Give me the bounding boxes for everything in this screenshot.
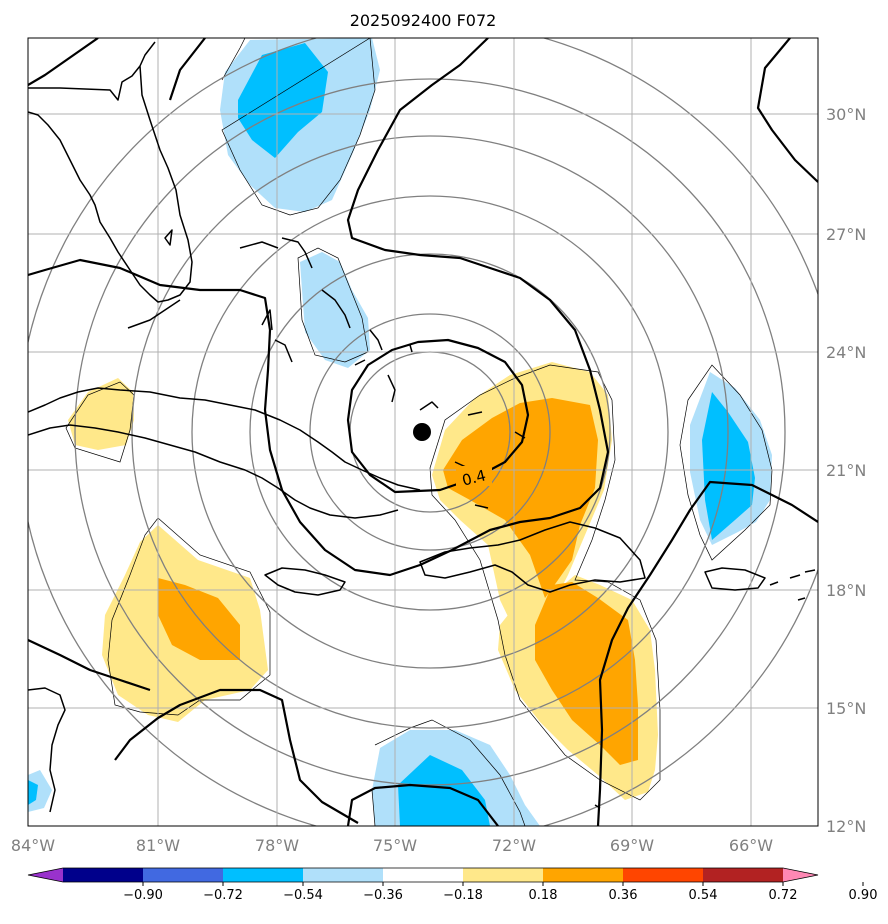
lon-label: 66°W: [729, 836, 773, 855]
colorbar-tick-label: −0.90: [123, 888, 163, 903]
colorbar-tick-label: −0.36: [363, 888, 403, 903]
coastlines: [28, 41, 816, 813]
bahamas-islands: [239, 237, 526, 509]
colorbar-segment: [303, 868, 384, 882]
outer-closed-contour: [28, 38, 610, 577]
lon-label: 69°W: [610, 836, 654, 855]
lat-label: 15°N: [826, 699, 866, 718]
lat-label: 12°N: [826, 817, 866, 836]
colorbar-tick-label: 0.90: [849, 888, 878, 903]
latitude-labels: 30°N 27°N 24°N 21°N 18°N 15°N 12°N: [826, 105, 866, 836]
colorbar-tick-label: −0.54: [283, 888, 323, 903]
lat-label: 27°N: [826, 225, 866, 244]
colorbar-segment: [623, 868, 704, 882]
lon-label: 84°W: [11, 836, 55, 855]
colorbar-segment: [223, 868, 304, 882]
bold-contours: [28, 38, 818, 826]
puerto-rico-coastline: [704, 567, 766, 591]
eastern-trough-contour: [596, 480, 818, 826]
map-title: 2025092400 F072: [350, 11, 497, 30]
colorbar-tick-label: 0.72: [769, 888, 798, 903]
colorbar-tick-label: 0.18: [529, 888, 558, 903]
colorbar-segment: [383, 868, 464, 882]
positive-anomaly-core: [535, 582, 638, 765]
inner-closed-contour: [346, 338, 530, 494]
gridlines: [28, 38, 818, 826]
jamaica-coastline: [264, 567, 346, 596]
lon-label: 78°W: [255, 836, 299, 855]
map-area: 0.4: [28, 38, 818, 826]
shading-layer: [28, 38, 772, 826]
florida-coastline: [28, 41, 193, 303]
negative-anomaly-core: [398, 755, 490, 826]
lon-label: 81°W: [136, 836, 180, 855]
colorbar-segment: [463, 868, 544, 882]
negative-anomaly-core: [238, 43, 328, 158]
colorbar-tick-label: 0.36: [609, 888, 638, 903]
colorbar-tick-label: −0.72: [203, 888, 243, 903]
lat-label: 21°N: [826, 461, 866, 480]
lon-label: 72°W: [492, 836, 536, 855]
negative-anomaly-core: [702, 392, 755, 540]
colorbar-segment: [63, 868, 144, 882]
colorbar-tick-label: −0.18: [443, 888, 483, 903]
colorbar-segment: [703, 868, 784, 882]
lat-label: 24°N: [826, 343, 866, 362]
colorbar-extend-low: [28, 868, 63, 882]
colorbar: −0.90 −0.72 −0.54 −0.36 −0.18 0.18 0.36 0.54 0.7…: [27, 867, 878, 903]
range-rings: [28, 38, 818, 826]
positive-anomaly-core: [443, 398, 598, 598]
contour-label: 0.4: [460, 466, 488, 489]
lat-label: 18°N: [826, 581, 866, 600]
colorbar-tick-label: 0.54: [689, 888, 718, 903]
negative-anomaly-region: [28, 770, 52, 812]
lon-label: 75°W: [373, 836, 417, 855]
hispaniola-coastline: [419, 521, 646, 593]
negative-anomaly-core: [28, 780, 38, 805]
lat-label: 30°N: [826, 105, 866, 124]
colorbar-extend-high: [783, 868, 818, 882]
colorbar-segment: [143, 868, 224, 882]
cuba-coastline: [28, 387, 421, 519]
storm-center-dot: [413, 423, 431, 441]
longitude-labels: 84°W 81°W 78°W 75°W 72°W 69°W 66°W: [11, 836, 773, 855]
colorbar-segment: [543, 868, 624, 882]
negative-anomaly-region: [300, 252, 370, 368]
colorbar-outline: [27, 867, 819, 883]
map-frame: [27, 37, 819, 827]
